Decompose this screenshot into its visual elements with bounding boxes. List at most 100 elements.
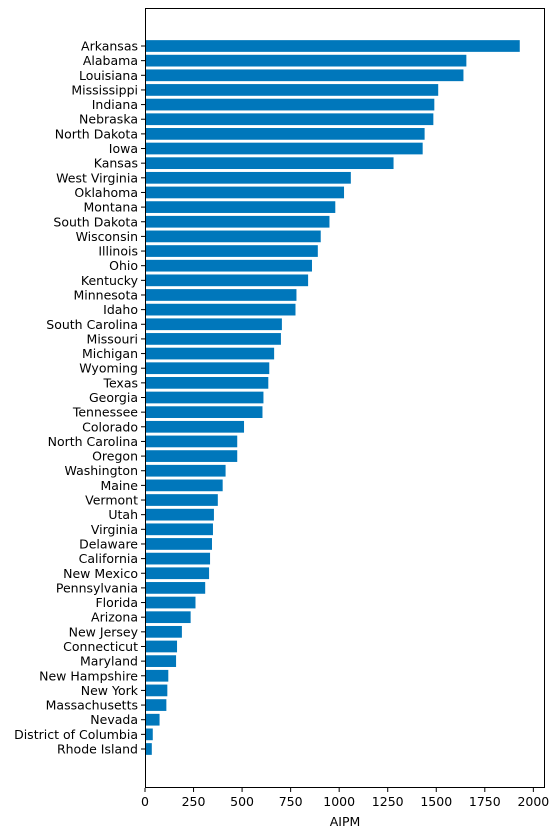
bar-virginia (145, 523, 213, 536)
x-tick-label: 0 (141, 794, 149, 809)
category-label-delaware: Delaware (79, 536, 138, 551)
category-label-massachusetts: Massachusetts (46, 698, 138, 713)
bar-illinois (145, 245, 318, 257)
x-tick-label: 750 (279, 794, 303, 809)
category-label-new-hampshire: New Hampshire (39, 668, 138, 683)
bar-florida (145, 596, 196, 609)
category-label-indiana: Indiana (92, 97, 138, 112)
bar-oklahoma (145, 186, 345, 199)
bar-maryland (145, 655, 177, 667)
bar-kansas (145, 157, 394, 170)
category-label-washington: Washington (65, 463, 138, 478)
category-label-ohio: Ohio (109, 258, 138, 273)
category-label-south-carolina: South Carolina (46, 317, 138, 332)
category-label-vermont: Vermont (85, 493, 138, 508)
bar-oregon (145, 450, 238, 462)
x-tick-label: 1500 (420, 794, 452, 809)
category-label-new-jersey: New Jersey (69, 624, 139, 639)
bar-georgia (145, 391, 264, 404)
x-tick-label: 1000 (323, 794, 355, 809)
category-label-arizona: Arizona (91, 610, 138, 625)
bar-missouri (145, 333, 281, 345)
category-label-illinois: Illinois (98, 244, 138, 259)
bar-delaware (145, 538, 212, 550)
bar-north-carolina (145, 435, 238, 448)
category-label-florida: Florida (95, 595, 138, 610)
category-label-louisiana: Louisiana (79, 68, 138, 83)
bar-new-mexico (145, 567, 210, 580)
category-label-alabama: Alabama (83, 53, 138, 68)
category-label-west-virginia: West Virginia (56, 170, 138, 185)
category-label-wyoming: Wyoming (79, 361, 138, 376)
category-label-oklahoma: Oklahoma (74, 185, 138, 200)
x-tick-label: 2000 (517, 794, 549, 809)
bar-new-york (145, 684, 168, 697)
bar-arizona (145, 611, 191, 624)
category-label-missouri: Missouri (87, 331, 138, 346)
bar-idaho (145, 303, 296, 316)
bar-mississippi (145, 84, 439, 96)
bar-arkansas (145, 40, 520, 52)
bar-new-hampshire (145, 669, 169, 682)
bar-utah (145, 508, 214, 521)
category-label-rhode-island: Rhode Island (57, 742, 138, 757)
bar-north-dakota (145, 128, 425, 140)
category-label-new-mexico: New Mexico (63, 566, 138, 581)
bar-ohio (145, 259, 312, 272)
bar-connecticut (145, 640, 178, 653)
category-label-kansas: Kansas (94, 156, 138, 171)
category-label-north-dakota: North Dakota (55, 126, 138, 141)
bar-rhode-island (145, 743, 152, 755)
x-axis-ticks: 0 250 500 750 1000 1250 1500 1750 2000 (141, 788, 549, 809)
category-label-iowa: Iowa (109, 141, 138, 156)
category-label-pennsylvania: Pennsylvania (56, 580, 138, 595)
category-label-arkansas: Arkansas (81, 39, 138, 54)
bar-nebraska (145, 113, 434, 126)
category-label-texas: Texas (102, 375, 138, 390)
bar-iowa (145, 142, 423, 155)
category-label-maine: Maine (100, 478, 138, 493)
bar-texas (145, 376, 269, 389)
category-label-nebraska: Nebraska (79, 112, 138, 127)
bar-montana (145, 201, 336, 213)
bar-colorado (145, 420, 245, 433)
bar-pennsylvania (145, 582, 206, 594)
bar-kentucky (145, 274, 309, 287)
bar-indiana (145, 98, 435, 111)
plot-frame (145, 8, 545, 788)
x-tick-label: 1750 (469, 794, 501, 809)
category-label-kentucky: Kentucky (81, 273, 139, 288)
category-label-michigan: Michigan (82, 346, 138, 361)
x-axis-label: AIPM (330, 814, 361, 829)
bar-new-jersey (145, 625, 182, 638)
bar-vermont (145, 494, 218, 506)
x-tick-label: 1250 (372, 794, 404, 809)
bar-alabama (145, 54, 467, 67)
bar-west-virginia (145, 171, 351, 184)
category-label-california: California (79, 551, 138, 566)
x-tick-label: 250 (182, 794, 206, 809)
category-label-oregon: Oregon (92, 449, 138, 464)
category-label-virginia: Virginia (91, 522, 138, 537)
category-label-connecticut: Connecticut (63, 639, 138, 654)
category-label-utah: Utah (108, 507, 138, 522)
category-label-minnesota: Minnesota (73, 287, 138, 302)
category-labels: ArkansasAlabamaLouisianaMississippiIndia… (14, 39, 145, 757)
bar-tennessee (145, 406, 263, 419)
bar-district-of-columbia (145, 728, 153, 741)
category-label-idaho: Idaho (103, 302, 138, 317)
category-label-tennessee: Tennessee (72, 405, 138, 420)
category-label-montana: Montana (84, 200, 139, 215)
bars-group (145, 40, 520, 755)
category-label-wisconsin: Wisconsin (76, 229, 138, 244)
category-label-georgia: Georgia (89, 390, 138, 405)
category-label-nevada: Nevada (90, 712, 138, 727)
bar-minnesota (145, 289, 297, 301)
bar-wyoming (145, 362, 270, 375)
category-label-mississippi: Mississippi (71, 82, 138, 97)
bar-maine (145, 479, 223, 492)
bar-michigan (145, 347, 275, 360)
category-label-maryland: Maryland (80, 654, 138, 669)
bar-washington (145, 464, 226, 477)
